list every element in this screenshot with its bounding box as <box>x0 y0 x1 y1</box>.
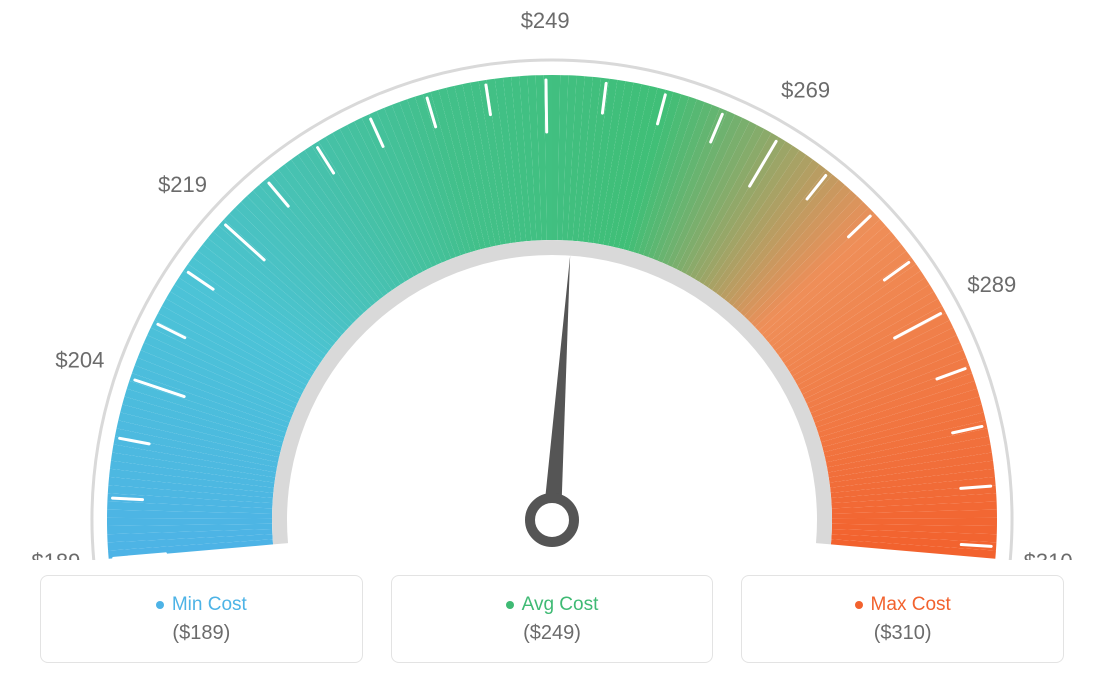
gauge-svg: $189 $204 $219 $249 $269 $289 $310 <box>0 0 1104 560</box>
gauge-needle <box>543 256 570 521</box>
legend-row: Min Cost ($189) Avg Cost ($249) Max Cost… <box>0 575 1104 663</box>
gauge-chart: $189 $204 $219 $249 $269 $289 $310 <box>0 0 1104 560</box>
gauge-tick-label: $204 <box>55 347 104 372</box>
gauge-tick-label: $219 <box>158 172 207 197</box>
gauge-needle-hub <box>530 498 574 542</box>
legend-dot-min <box>156 601 164 609</box>
gauge-tick-label: $289 <box>967 272 1016 297</box>
legend-dot-max <box>855 601 863 609</box>
legend-card-min: Min Cost ($189) <box>40 575 363 663</box>
legend-label-min: Min Cost <box>172 594 247 616</box>
gauge-tick-label: $189 <box>31 549 80 560</box>
legend-top-max: Max Cost <box>855 594 951 616</box>
legend-label-avg: Avg Cost <box>522 594 599 616</box>
gauge-tick-label: $310 <box>1024 549 1073 560</box>
legend-value-min: ($189) <box>172 622 230 645</box>
gauge-tick-label: $249 <box>521 8 570 33</box>
gauge-tick-label: $269 <box>781 77 830 102</box>
legend-value-avg: ($249) <box>523 622 581 645</box>
legend-card-avg: Avg Cost ($249) <box>391 575 714 663</box>
legend-value-max: ($310) <box>874 622 932 645</box>
legend-card-max: Max Cost ($310) <box>741 575 1064 663</box>
legend-top-avg: Avg Cost <box>506 594 599 616</box>
legend-label-max: Max Cost <box>871 594 951 616</box>
legend-dot-avg <box>506 601 514 609</box>
legend-top-min: Min Cost <box>156 594 247 616</box>
